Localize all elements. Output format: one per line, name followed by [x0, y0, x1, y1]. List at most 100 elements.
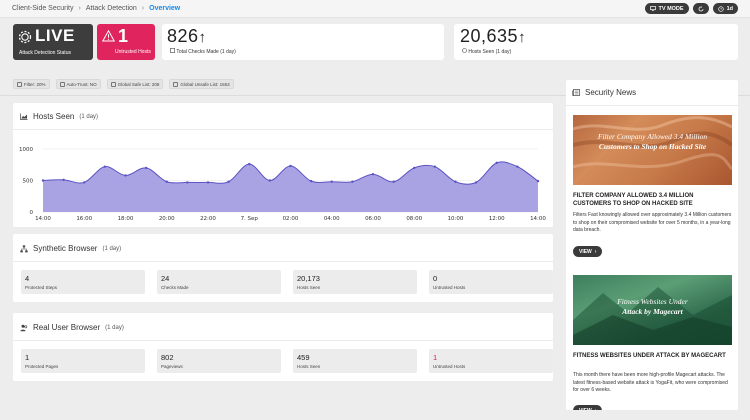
breadcrumb-item-overview[interactable]: Overview [149, 5, 181, 12]
panel-divider [566, 105, 738, 106]
stat-hosts-seen: 459 Hosts Seen [293, 349, 417, 373]
breadcrumb-item-client-side-security[interactable]: Client-Side Security [12, 5, 74, 12]
data-point[interactable] [124, 174, 127, 177]
real-user-browser-title: Real User Browser (1 day) [20, 323, 124, 332]
untrusted-hosts-card[interactable]: 1 Untrusted Hosts [97, 24, 155, 60]
hosts-seen-panel: Hosts Seen (1 day) 1000 500 0 14:00 16:00 18:… [13, 103, 553, 227]
hosts-seen-value: 20,635↑ [460, 26, 527, 46]
filter-icon [17, 81, 22, 87]
breadcrumb-item-attack-detection[interactable]: Attack Detection [85, 5, 137, 12]
data-point[interactable] [495, 161, 498, 165]
hosts-seen-label: Hosts Seen (1 day) [462, 48, 511, 55]
data-point[interactable] [165, 180, 168, 183]
data-point[interactable] [371, 173, 375, 176]
data-point[interactable] [103, 165, 107, 168]
breadcrumb-separator-icon: › [78, 5, 81, 12]
filter-chip[interactable]: Filter: 20% [13, 79, 50, 89]
data-point[interactable] [433, 165, 437, 168]
data-point[interactable] [309, 179, 313, 183]
total-checks-value: 826↑ [167, 26, 207, 46]
arrow-up-icon: ↑ [518, 29, 527, 46]
news-article-image[interactable]: Filter Company Allowed 3.4 Million Custom… [573, 115, 732, 185]
stat-value: 4 [25, 274, 30, 283]
data-point[interactable] [351, 180, 354, 183]
data-point[interactable] [144, 166, 148, 170]
data-point[interactable] [62, 178, 65, 182]
filter-chip-label: Filter: 20% [24, 81, 46, 87]
shield-icon [59, 81, 65, 87]
unsafe-list-chip[interactable]: Global Unsafe List: 1553 [169, 79, 234, 89]
tv-mode-button[interactable]: TV MODE [644, 3, 689, 14]
news-image-headline: Filter Company Allowed 3.4 Million Custom… [597, 132, 708, 151]
tv-mode-label: TV MODE [658, 5, 684, 12]
view-article-button[interactable]: VIEW › [573, 405, 603, 411]
data-point[interactable] [289, 164, 292, 168]
x-tick-label: 12:00 [489, 216, 505, 222]
x-tick-label: 14:00 [35, 216, 51, 222]
stat-value: 0 [433, 274, 438, 283]
period-selector[interactable]: 1d [712, 3, 738, 14]
stat-label: Untrusted Hosts [433, 364, 466, 369]
stat-pageviews: 802 Pageviews [157, 349, 281, 373]
y-tick-label: 500 [23, 179, 34, 185]
data-point[interactable] [248, 162, 251, 166]
list-icon [173, 81, 179, 87]
safe-list-chip[interactable]: Global Safe List: 208 [106, 79, 164, 89]
total-checks-card: 826↑ Total Checks Made (1 day) [162, 24, 444, 60]
stat-label: Untrusted Hosts [433, 285, 466, 290]
list-icon [110, 81, 116, 87]
stat-label: Protected Pages [25, 364, 59, 369]
data-point[interactable] [536, 179, 540, 183]
users-icon [20, 324, 28, 331]
x-tick-label: 08:00 [406, 216, 422, 222]
news-headline[interactable]: FITNESS WEBSITES UNDER ATTACK BY MAGECAR… [573, 353, 726, 359]
gear-icon [18, 30, 32, 44]
news-headline[interactable]: FILTER COMPANY ALLOWED 3.4 MILLION CUSTO… [573, 193, 694, 207]
synthetic-stats: 4 Protected Steps 24 Checks Made 20,173 Hos… [21, 270, 553, 294]
data-point[interactable] [41, 179, 45, 182]
hosts-seen-panel-title: Hosts Seen (1 day) [20, 112, 98, 121]
data-point[interactable] [83, 181, 86, 184]
filter-chips: Filter: 20% Auto-Trust: NO Global Safe L… [13, 79, 234, 89]
stat-hosts-seen: 20,173 Hosts Seen [293, 270, 417, 294]
mountain-texture [573, 287, 732, 345]
period-label: 1d [726, 5, 733, 12]
divider [0, 95, 750, 96]
refresh-button[interactable] [692, 3, 709, 14]
refresh-icon [698, 5, 703, 11]
panel-divider [13, 340, 553, 341]
area-chart-icon [20, 113, 28, 120]
stat-untrusted-hosts[interactable]: 1 Untrusted Hosts [429, 349, 553, 373]
data-point[interactable] [206, 181, 210, 184]
data-point[interactable] [268, 179, 272, 182]
y-tick-label: 0 [30, 210, 34, 216]
news-image-headline: Fitness Websites Under Attack by Magecart [617, 297, 688, 316]
x-tick-label: 22:00 [200, 216, 216, 222]
panel-divider [13, 261, 553, 262]
panel-divider [13, 129, 553, 130]
stat-label: Hosts Seen [297, 285, 321, 290]
view-article-button[interactable]: VIEW › [573, 246, 603, 257]
data-point[interactable] [392, 180, 395, 183]
data-point[interactable] [227, 180, 230, 183]
data-point[interactable] [516, 165, 519, 168]
stat-value: 1 [433, 353, 438, 362]
data-point[interactable] [330, 180, 333, 183]
x-tick-label: 18:00 [118, 216, 134, 222]
real-user-browser-panel: Real User Browser (1 day) 1 Protected Pag… [13, 313, 553, 381]
hosts-seen-card: 20,635↑ Hosts Seen (1 day) [454, 24, 738, 60]
auto-trust-chip[interactable]: Auto-Trust: NO [55, 79, 101, 89]
breadcrumb-separator-icon: › [141, 5, 145, 12]
safe-list-label: Global Safe List: 208 [117, 81, 160, 87]
data-point[interactable] [413, 166, 416, 170]
newspaper-icon [572, 89, 580, 96]
data-point[interactable] [454, 180, 457, 183]
warning-icon [102, 30, 115, 42]
data-point[interactable] [186, 181, 189, 184]
untrusted-hosts-label: Untrusted Hosts [115, 49, 151, 55]
hosts-area [43, 161, 538, 212]
stat-untrusted-hosts: 0 Untrusted Hosts [429, 270, 553, 294]
news-article-image[interactable]: Fitness Websites Under Attack by Magecart [573, 275, 732, 345]
data-point[interactable] [474, 181, 478, 184]
view-label: VIEW [579, 408, 592, 411]
